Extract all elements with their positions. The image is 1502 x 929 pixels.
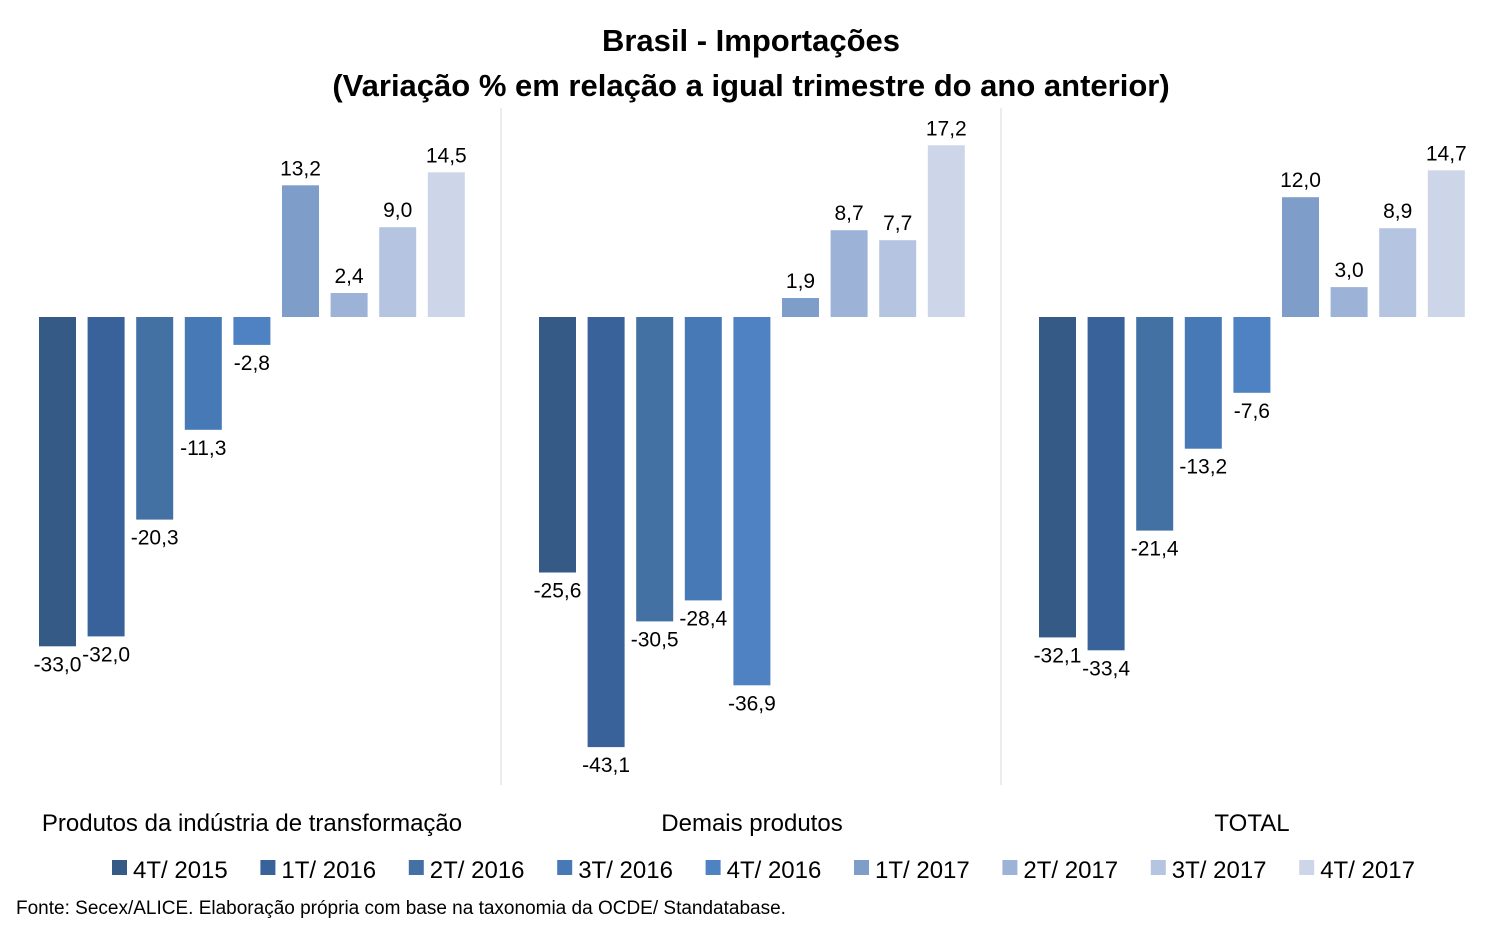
data-label-0-8: 14,5 [426,144,467,167]
bar-2-6 [1330,287,1368,317]
legend-swatch-1 [260,860,276,875]
bar-1-6 [830,230,868,317]
data-label-1-2: -30,5 [631,628,679,651]
legend-label-4: 4T/ 2016 [727,857,822,884]
bar-1-5 [782,298,819,317]
legend-label-8: 4T/ 2017 [1320,857,1415,884]
bar-0-2 [136,317,174,520]
data-label-1-8: 17,2 [926,117,967,140]
bar-2-4 [1233,317,1271,393]
data-label-2-4: -7,6 [1234,400,1270,423]
category-label-1: Demais produtos [661,810,842,837]
data-label-0-0: -33,0 [34,653,82,676]
bar-1-0 [539,317,576,573]
data-label-2-1: -33,4 [1082,657,1130,680]
bar-0-8 [427,172,465,317]
bar-1-8 [927,145,965,317]
data-label-2-3: -13,2 [1179,456,1227,479]
category-labels-group: Produtos da indústria de transformação De… [42,810,1290,837]
bar-0-1 [87,317,125,637]
legend-swatch-5 [854,860,869,875]
bar-1-3 [684,317,722,601]
legend-label-3: 3T/ 2016 [578,857,673,884]
data-label-0-2: -20,3 [131,527,179,550]
bar-1-4 [733,317,771,686]
legend-swatch-6 [1002,860,1018,875]
category-label-2: TOTAL [1214,810,1289,837]
data-label-0-5: 13,2 [280,157,321,180]
data-label-1-3: -28,4 [679,607,727,630]
chart-title-line2: (Variação % em relação a igual trimestre… [332,68,1169,103]
bar-2-7 [1379,228,1417,317]
legend: 4T/ 2015 1T/ 2016 2T/ 2016 3T/ 2016 4T/ 2016… [112,857,1415,884]
source-note: Fonte: Secex/ALICE. Elaboração própria c… [16,898,786,919]
bar-2-2 [1136,317,1174,531]
bar-2-3 [1184,317,1222,449]
data-label-0-6: 2,4 [334,265,364,288]
legend-label-1: 1T/ 2016 [281,857,376,884]
bar-1-7 [879,240,917,317]
bar-0-0 [39,317,76,647]
legend-swatch-7 [1150,860,1166,875]
bar-2-5 [1282,197,1319,317]
legend-label-2: 2T/ 2016 [430,857,525,884]
bar-1-2 [636,317,674,622]
data-label-2-8: 14,7 [1426,142,1467,165]
legend-swatch-2 [408,860,424,875]
data-label-2-5: 12,0 [1280,169,1321,192]
data-label-1-1: -43,1 [582,754,630,777]
legend-swatch-8 [1299,860,1315,875]
bar-0-5 [282,185,319,317]
bar-2-8 [1427,170,1465,317]
bar-0-3 [184,317,222,430]
data-label-1-4: -36,9 [728,692,776,715]
bar-0-7 [379,227,417,317]
data-label-2-2: -21,4 [1131,538,1179,561]
data-label-1-7: 7,7 [883,212,912,235]
bar-0-6 [330,293,368,317]
bar-2-1 [1087,317,1125,651]
data-label-1-5: 1,9 [786,270,815,293]
data-label-1-0: -25,6 [534,580,582,603]
data-label-0-4: -2,8 [234,352,270,375]
legend-label-0: 4T/ 2015 [133,857,228,884]
data-label-0-1: -32,0 [82,643,130,666]
legend-label-7: 3T/ 2017 [1172,857,1267,884]
chart-title-line1: Brasil - Importações [602,23,900,58]
bar-1-1 [587,317,625,748]
bars-group [39,145,1465,748]
data-label-2-0: -32,1 [1034,644,1082,667]
data-label-2-7: 8,9 [1383,200,1412,223]
data-label-0-3: -11,3 [180,437,226,460]
category-label-0: Produtos da indústria de transformação [42,810,462,837]
data-label-2-6: 3,0 [1334,259,1363,282]
data-labels-group: -33,0 -32,0 -20,3 -11,3 -2,8 13,2 2,4 9,0 14,5 -2… [34,117,1467,777]
legend-label-5: 1T/ 2017 [875,857,970,884]
data-label-1-6: 8,7 [834,202,863,225]
data-label-0-7: 9,0 [383,199,412,222]
legend-swatch-0 [112,860,127,875]
bar-2-0 [1039,317,1076,638]
bar-0-4 [233,317,271,345]
legend-swatch-4 [705,860,721,875]
legend-swatch-3 [557,860,573,875]
legend-label-6: 2T/ 2017 [1023,857,1118,884]
